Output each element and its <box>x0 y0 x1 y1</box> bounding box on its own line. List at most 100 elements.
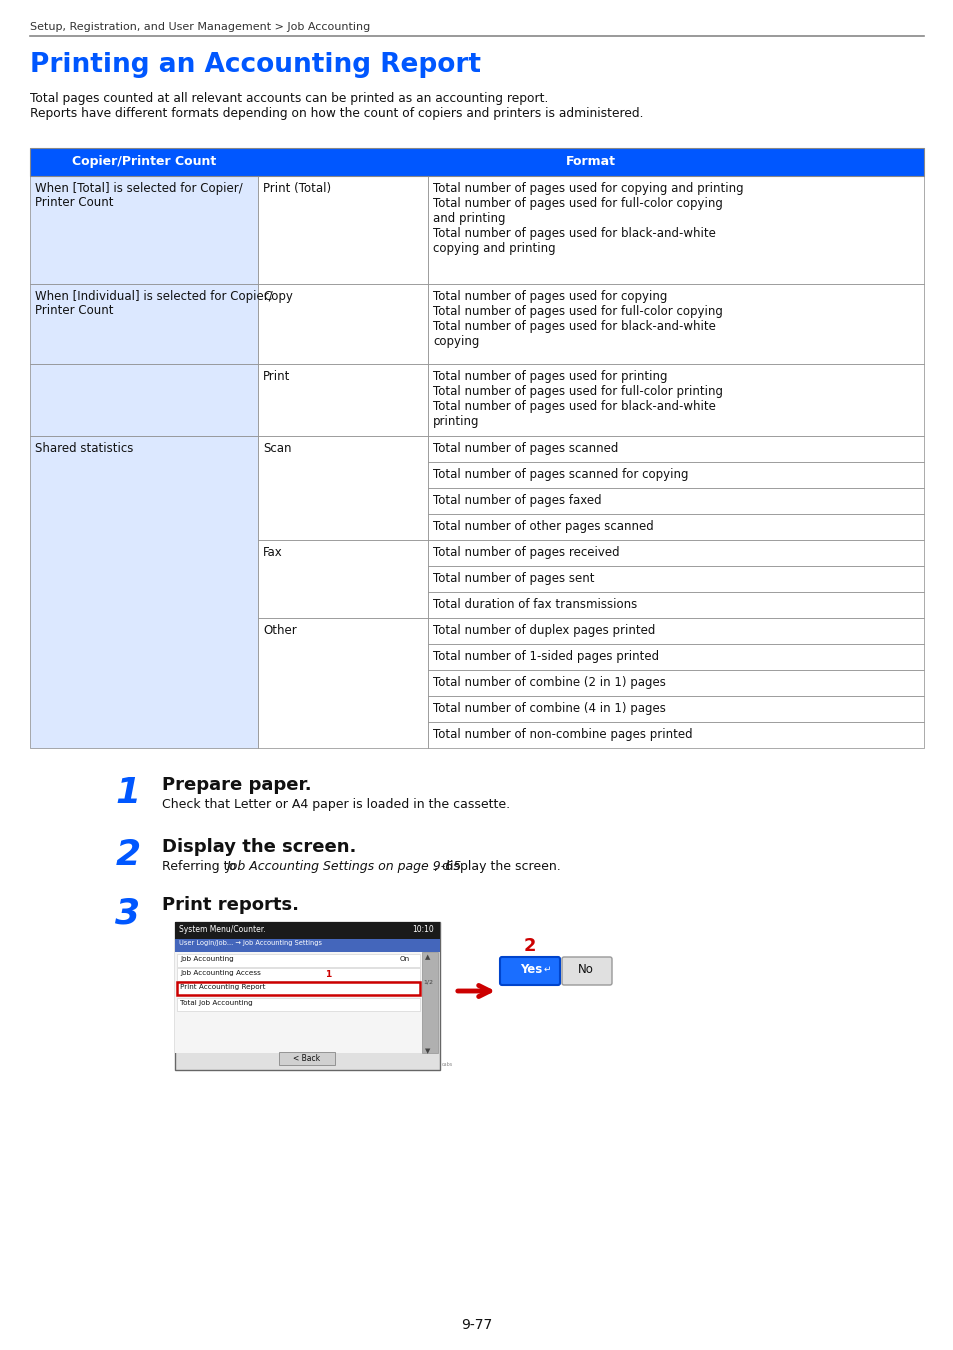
Text: ↵: ↵ <box>543 965 551 973</box>
Bar <box>174 922 439 940</box>
Text: Print (Total): Print (Total) <box>263 182 331 194</box>
Text: Print reports.: Print reports. <box>162 896 298 914</box>
Bar <box>428 364 923 436</box>
Bar <box>428 436 923 462</box>
Text: Total number of 1-sided pages printed: Total number of 1-sided pages printed <box>433 649 659 663</box>
Bar <box>428 566 923 593</box>
Text: Total number of pages sent: Total number of pages sent <box>433 572 594 585</box>
Text: Scan: Scan <box>263 441 292 455</box>
Bar <box>174 952 421 1053</box>
Bar <box>257 618 428 748</box>
Bar <box>257 284 428 364</box>
Bar <box>278 1052 335 1065</box>
Text: Total number of pages used for copying and printing: Total number of pages used for copying a… <box>433 182 742 194</box>
Text: copying and printing: copying and printing <box>433 242 555 255</box>
Text: 2: 2 <box>115 838 140 872</box>
Text: 1: 1 <box>325 971 331 979</box>
Bar <box>177 954 419 967</box>
Text: No: No <box>578 963 594 976</box>
Bar <box>30 436 257 748</box>
Text: Referring to: Referring to <box>162 860 240 873</box>
Text: ▲: ▲ <box>425 954 430 960</box>
Text: Total number of pages scanned for copying: Total number of pages scanned for copyin… <box>433 468 688 481</box>
Text: Reports have different formats depending on how the count of copiers and printer: Reports have different formats depending… <box>30 107 643 120</box>
Text: Copy: Copy <box>263 290 293 302</box>
Text: Total number of combine (2 in 1) pages: Total number of combine (2 in 1) pages <box>433 676 665 688</box>
Bar <box>177 981 419 995</box>
Text: When [Individual] is selected for Copier/: When [Individual] is selected for Copier… <box>35 290 273 302</box>
Bar <box>428 593 923 618</box>
Text: Total number of pages used for full-color copying: Total number of pages used for full-colo… <box>433 305 722 319</box>
Text: Total number of duplex pages printed: Total number of duplex pages printed <box>433 624 655 637</box>
Text: and printing: and printing <box>433 212 505 225</box>
Text: Total number of pages used for full-color copying: Total number of pages used for full-colo… <box>433 197 722 211</box>
Bar <box>428 487 923 514</box>
Text: Setup, Registration, and User Management > Job Accounting: Setup, Registration, and User Management… <box>30 22 370 32</box>
Text: Total number of pages used for printing: Total number of pages used for printing <box>433 370 667 383</box>
Bar <box>177 998 419 1011</box>
Text: Printing an Accounting Report: Printing an Accounting Report <box>30 53 480 78</box>
Bar <box>174 922 439 1071</box>
Text: Printer Count: Printer Count <box>35 304 113 317</box>
Text: 3: 3 <box>115 896 140 930</box>
Bar <box>257 540 428 618</box>
Text: Total number of pages used for black-and-white: Total number of pages used for black-and… <box>433 400 715 413</box>
Text: Total number of pages faxed: Total number of pages faxed <box>433 494 601 508</box>
Text: On: On <box>399 956 410 963</box>
Text: Display the screen.: Display the screen. <box>162 838 356 856</box>
Text: Total number of pages received: Total number of pages received <box>433 545 619 559</box>
Text: Total number of non-combine pages printed: Total number of non-combine pages printe… <box>433 728 692 741</box>
Text: Shared statistics: Shared statistics <box>35 441 133 455</box>
Text: cabs: cabs <box>441 1062 453 1066</box>
Text: Check that Letter or A4 paper is loaded in the cassette.: Check that Letter or A4 paper is loaded … <box>162 798 510 811</box>
Text: Fax: Fax <box>263 545 282 559</box>
Text: Total number of pages scanned: Total number of pages scanned <box>433 441 618 455</box>
Bar <box>428 176 923 284</box>
Text: User Login/Job... → Job Accounting Settings: User Login/Job... → Job Accounting Setti… <box>179 940 322 946</box>
Bar <box>421 952 437 1053</box>
Bar <box>428 462 923 487</box>
Bar <box>30 284 257 364</box>
Text: 9-77: 9-77 <box>461 1318 492 1332</box>
Text: copying: copying <box>433 335 478 348</box>
Text: Print Accounting Report: Print Accounting Report <box>180 984 265 990</box>
Text: 1: 1 <box>115 776 140 810</box>
Bar <box>30 176 257 284</box>
Bar <box>428 618 923 644</box>
Text: Total number of pages used for black-and-white: Total number of pages used for black-and… <box>433 227 715 240</box>
Text: System Menu/Counter.: System Menu/Counter. <box>179 925 265 934</box>
Text: Prepare paper.: Prepare paper. <box>162 776 312 794</box>
Text: Copier/Printer Count: Copier/Printer Count <box>71 155 216 167</box>
Bar <box>428 540 923 566</box>
Text: Total number of pages used for copying: Total number of pages used for copying <box>433 290 667 302</box>
FancyBboxPatch shape <box>499 957 559 986</box>
FancyBboxPatch shape <box>561 957 612 986</box>
Bar <box>428 722 923 748</box>
Text: Total number of combine (4 in 1) pages: Total number of combine (4 in 1) pages <box>433 702 665 716</box>
Bar <box>428 697 923 722</box>
Text: 2: 2 <box>523 937 536 954</box>
Text: 1/2: 1/2 <box>422 979 433 984</box>
Text: Total number of other pages scanned: Total number of other pages scanned <box>433 520 653 533</box>
Text: Printer Count: Printer Count <box>35 196 113 209</box>
Text: Format: Format <box>565 155 616 167</box>
Text: Job Accounting Access: Job Accounting Access <box>180 971 260 976</box>
Bar <box>428 284 923 364</box>
Text: Print: Print <box>263 370 290 383</box>
Text: Job Accounting: Job Accounting <box>180 956 233 963</box>
Bar <box>177 981 419 995</box>
Bar <box>257 364 428 436</box>
Text: When [Total] is selected for Copier/: When [Total] is selected for Copier/ <box>35 182 242 194</box>
Text: , display the screen.: , display the screen. <box>434 860 560 873</box>
Bar <box>177 968 419 981</box>
Bar <box>174 940 439 952</box>
Bar <box>30 148 923 176</box>
Text: Total duration of fax transmissions: Total duration of fax transmissions <box>433 598 637 612</box>
Text: Other: Other <box>263 624 296 637</box>
Bar <box>257 176 428 284</box>
Text: ▼: ▼ <box>425 1048 430 1054</box>
Text: Total pages counted at all relevant accounts can be printed as an accounting rep: Total pages counted at all relevant acco… <box>30 92 548 105</box>
Text: Total number of pages used for black-and-white: Total number of pages used for black-and… <box>433 320 715 333</box>
Text: 10:10: 10:10 <box>412 925 434 934</box>
Bar <box>428 644 923 670</box>
